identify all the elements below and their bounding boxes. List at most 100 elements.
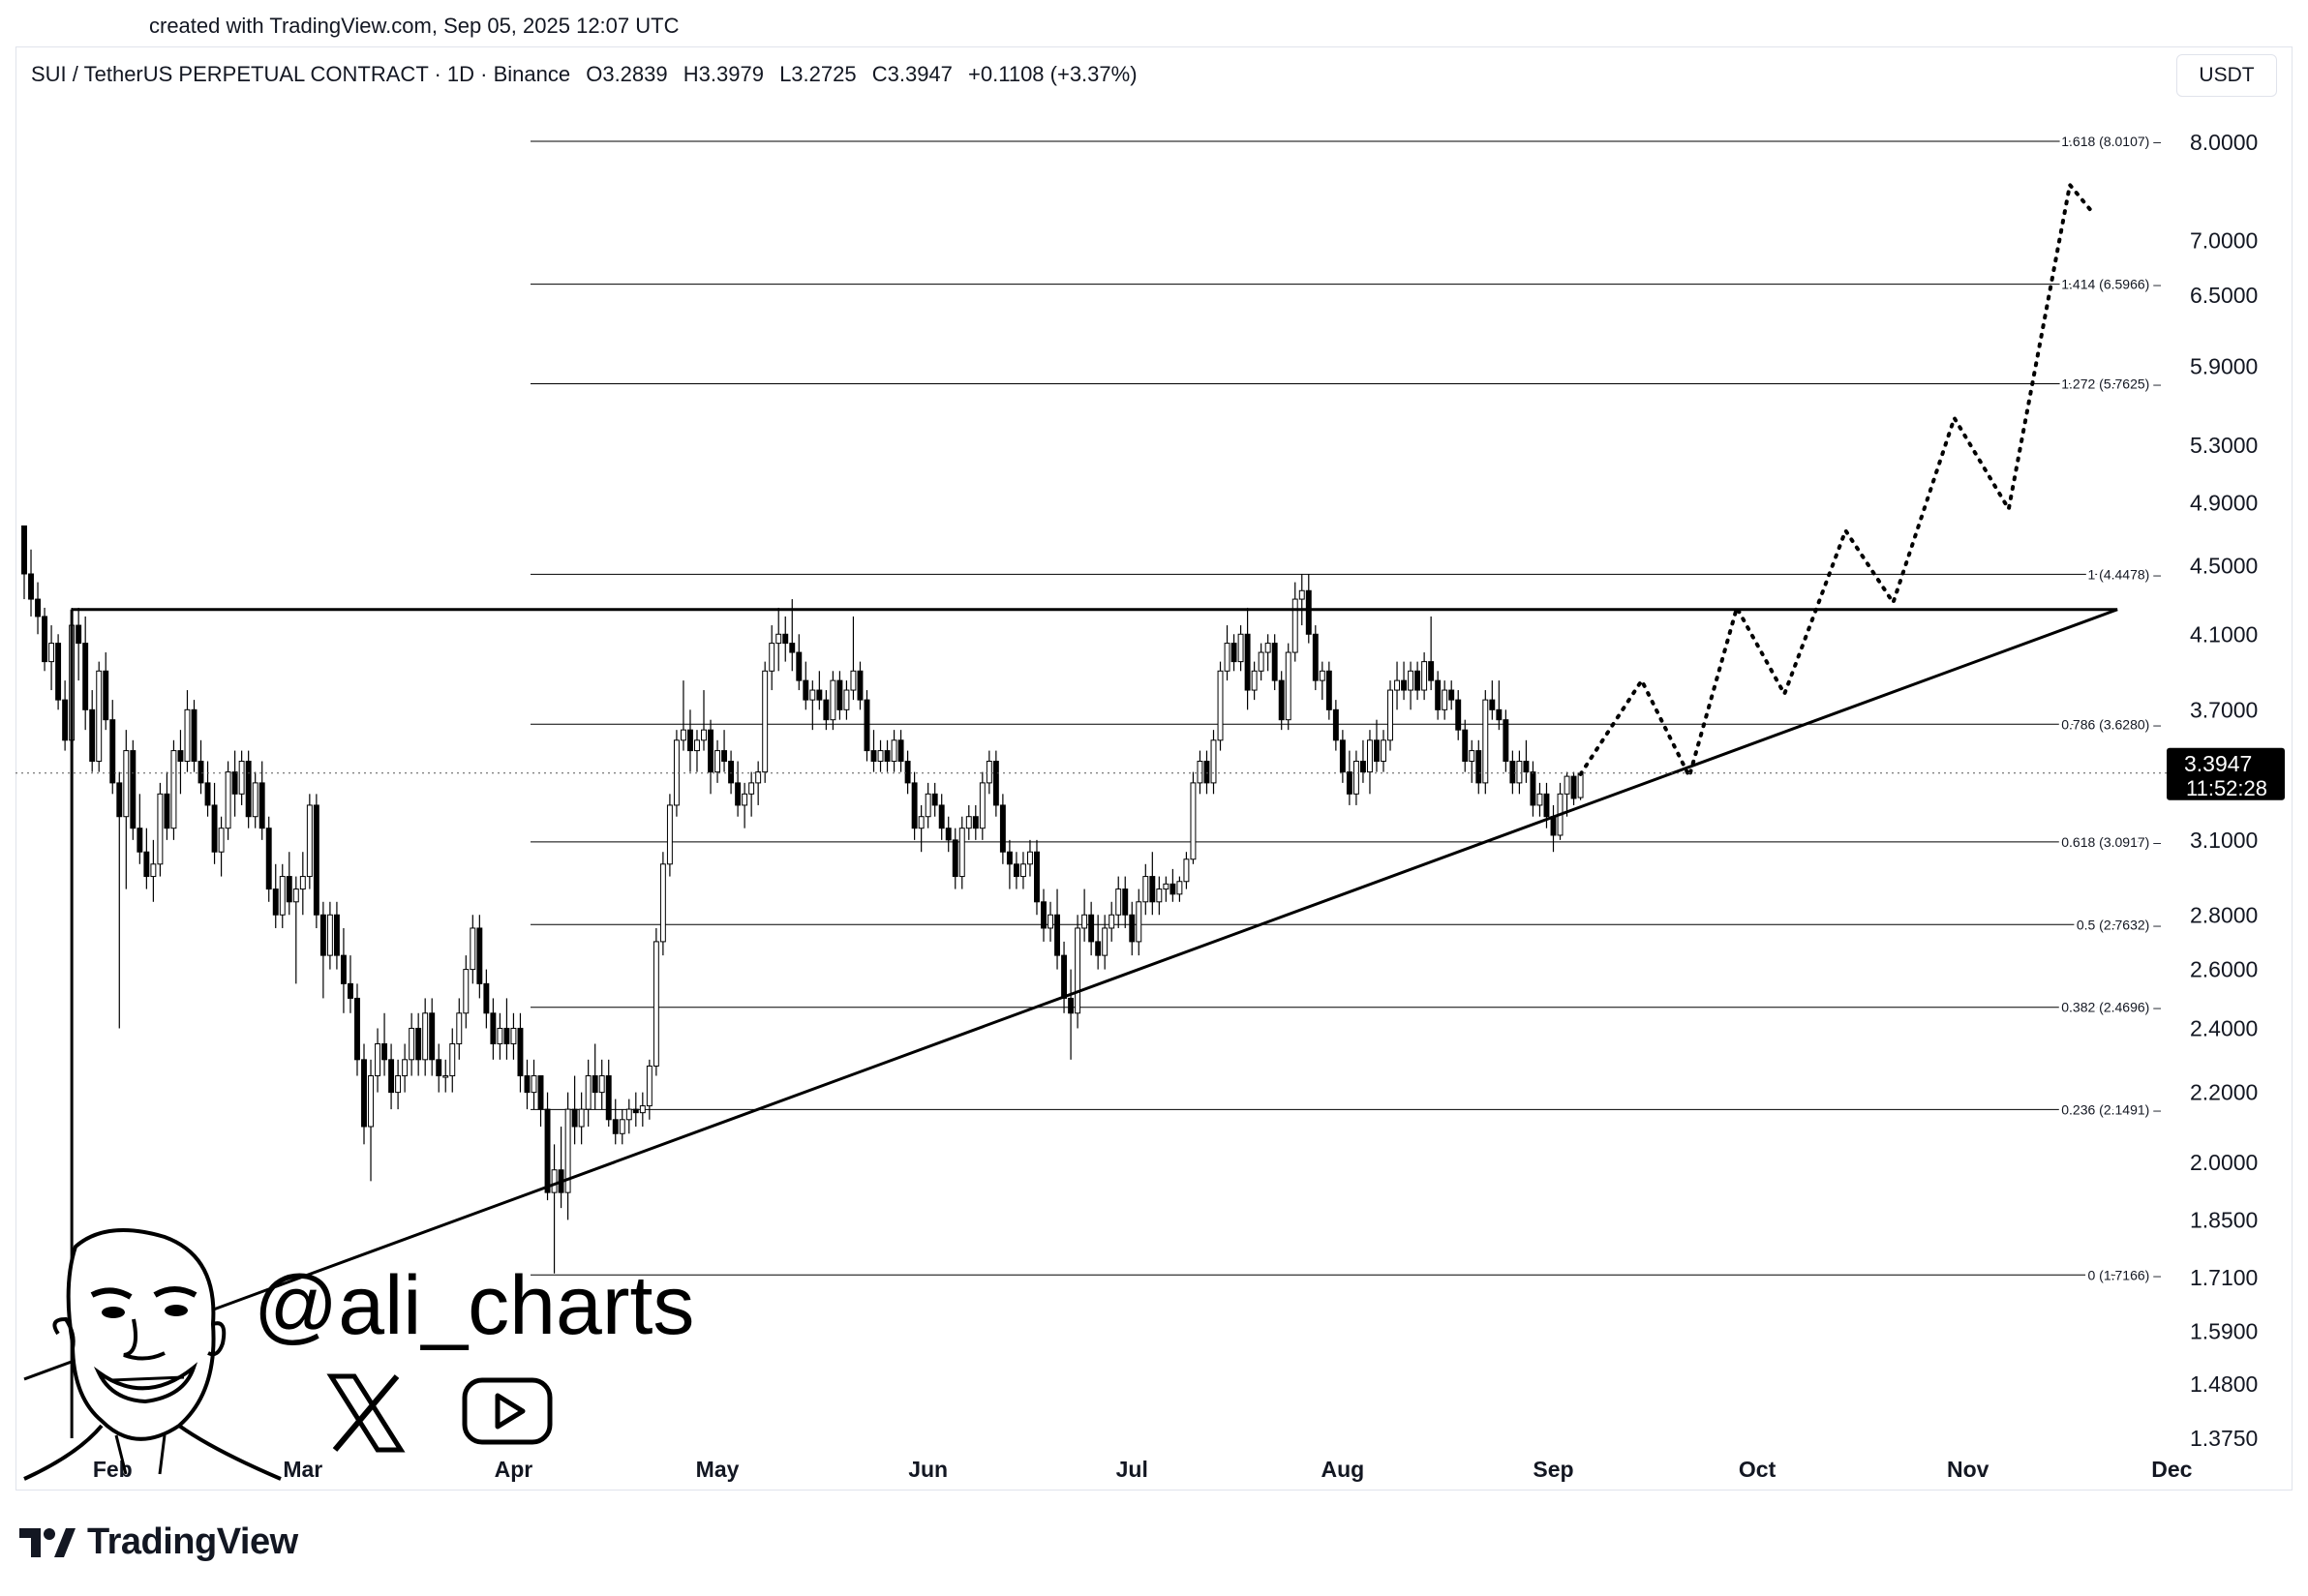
candle-body [218,828,225,853]
candle-body [830,679,836,721]
candle-body [245,761,252,818]
candle-body [28,573,34,600]
candle-body [510,1027,517,1044]
fib-level-label: 1.272 (5.7625) – [2061,376,2161,391]
month-label: Jun [908,1457,948,1482]
candle-body [497,1027,503,1044]
month-label: Jul [1116,1457,1148,1482]
candle-body [1414,670,1421,691]
candle-body [1041,901,1047,929]
candle-body [1564,775,1570,795]
candle-body [164,793,170,829]
tradingview-logo[interactable]: TradingView [17,1521,298,1563]
candle-body [877,750,884,763]
author-avatar [23,1227,282,1481]
candle-body [864,699,870,752]
candle-body [1095,941,1102,956]
candle-body [843,689,850,710]
candle-body [1013,863,1019,878]
candle-body [1401,679,1408,691]
candle-body [265,828,272,890]
candle-body [402,1059,409,1077]
legend-close: C3.3947 [871,62,953,86]
candle-body [1462,729,1469,763]
candle-body [258,782,265,829]
candle-body [1203,761,1210,784]
candle-body [653,941,659,1067]
candle-body [544,1108,551,1193]
candle-body [470,927,476,971]
candle-body [354,997,360,1061]
candle-body [796,651,803,681]
candle-body [1428,661,1435,681]
price-axis: 8.0000 7.0000 6.5000 5.9000 5.3000 4.9000 4.50… [2167,130,2285,1451]
candle-body [483,982,490,1014]
candle-body [1019,863,1026,878]
candle-body [463,969,470,1014]
candle-body [1183,858,1190,883]
symbol-legend[interactable]: SUI / TetherUS PERPETUAL CONTRACT · 1D ·… [31,62,1147,87]
candle-body [769,643,775,672]
candle-body [1475,750,1482,784]
candle-body [1115,888,1122,916]
candle-body [238,761,245,795]
candle-body [1108,914,1115,929]
price-tick-label: 2.8000 [2190,902,2258,927]
legend-low: L3.2725 [779,62,857,86]
candle-body [326,914,333,956]
candle-body [938,804,945,829]
currency-button[interactable]: USDT [2176,54,2277,97]
candle-body [82,643,89,710]
candle-body [1305,589,1312,635]
price-tick-label: 4.1000 [2190,621,2258,647]
candle-body [442,1075,449,1078]
candle-body [1523,761,1530,773]
chart-credit: created with TradingView.com, Sep 05, 20… [149,14,680,38]
month-label: Nov [1947,1457,1989,1482]
candle-body [1421,661,1428,691]
candle-body [646,1065,653,1107]
candle-body [965,816,972,829]
candle-body [931,793,938,806]
price-tick-label: 1.4800 [2190,1371,2258,1397]
candle-body [612,1119,619,1134]
fib-level-label: 1.618 (8.0107) – [2061,134,2161,149]
candle-body [632,1108,639,1114]
candle-body [21,525,27,575]
candle-body [714,750,720,773]
candle-body [1129,914,1136,943]
candle-body [1352,761,1359,795]
candle-body [1176,881,1183,895]
candle-body [1332,708,1339,741]
candle-body [395,1075,402,1094]
candle-body [89,708,96,763]
candle-body [252,782,258,818]
candle-body [42,616,48,663]
candle-body [1408,670,1414,691]
candle-body [735,782,742,806]
candle-body [177,750,184,763]
candle-body [231,771,238,795]
candle-body [150,863,157,878]
candle-body [313,804,319,916]
candle-body [1102,927,1108,956]
candle-body [35,598,41,617]
month-label: Aug [1321,1457,1365,1482]
candle-body [76,624,82,645]
candle-body [1048,914,1053,929]
candle-body [762,670,769,773]
candle-body [103,670,109,721]
candle-body [1455,699,1462,731]
candle-body [490,1012,497,1044]
candle-body [272,888,279,916]
candle-body [659,863,666,943]
candle-body [225,771,231,829]
candle-body [625,1108,632,1121]
candle-body [687,729,693,752]
candle-body [1122,888,1129,916]
candle-body [306,804,313,878]
candle-body [1088,914,1095,943]
candle-body [1054,914,1060,956]
candle-body [340,954,347,984]
